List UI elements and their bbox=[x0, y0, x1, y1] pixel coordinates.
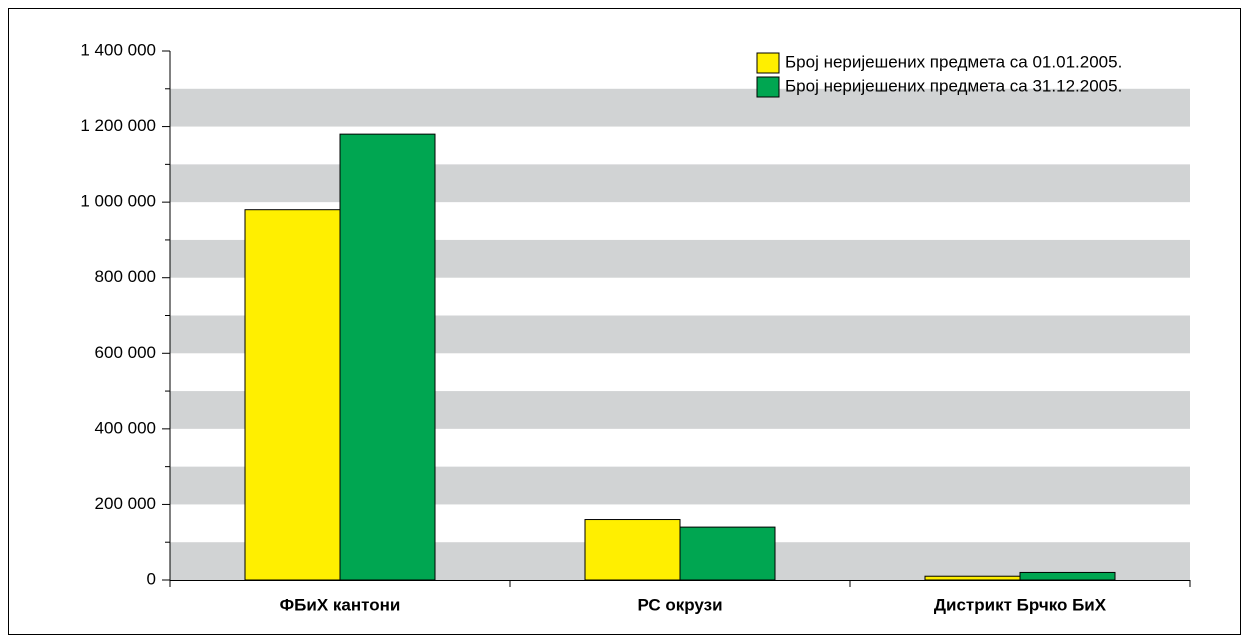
y-tick-label: 600 000 bbox=[95, 343, 156, 362]
legend-label: Број неријешених предмета са 31.12.2005. bbox=[785, 76, 1122, 95]
bar bbox=[244, 209, 341, 581]
y-tick-label: 1 400 000 bbox=[80, 40, 156, 59]
bar bbox=[584, 519, 681, 581]
y-tick-label: 1 200 000 bbox=[80, 116, 156, 135]
x-tick-label: Дистрикт Брчко БиХ bbox=[934, 595, 1107, 614]
y-tick-label: 1 000 000 bbox=[80, 192, 156, 211]
bar bbox=[679, 526, 776, 581]
x-tick-label: РС окрузи bbox=[637, 595, 722, 614]
bar bbox=[924, 575, 1021, 581]
y-tick-label: 0 bbox=[147, 569, 156, 588]
x-tick-label: ФБиХ кантони bbox=[280, 595, 401, 614]
grid-band bbox=[170, 88, 1190, 127]
bar bbox=[1019, 571, 1116, 581]
grid-band bbox=[170, 164, 1190, 203]
y-tick-label: 800 000 bbox=[95, 267, 156, 286]
bar bbox=[339, 133, 436, 581]
legend-swatch bbox=[756, 52, 780, 74]
y-tick-label: 200 000 bbox=[95, 494, 156, 513]
legend-label: Број неријешених предмета са 01.01.2005. bbox=[785, 52, 1122, 71]
y-tick-label: 400 000 bbox=[95, 418, 156, 437]
legend-swatch bbox=[756, 76, 780, 98]
